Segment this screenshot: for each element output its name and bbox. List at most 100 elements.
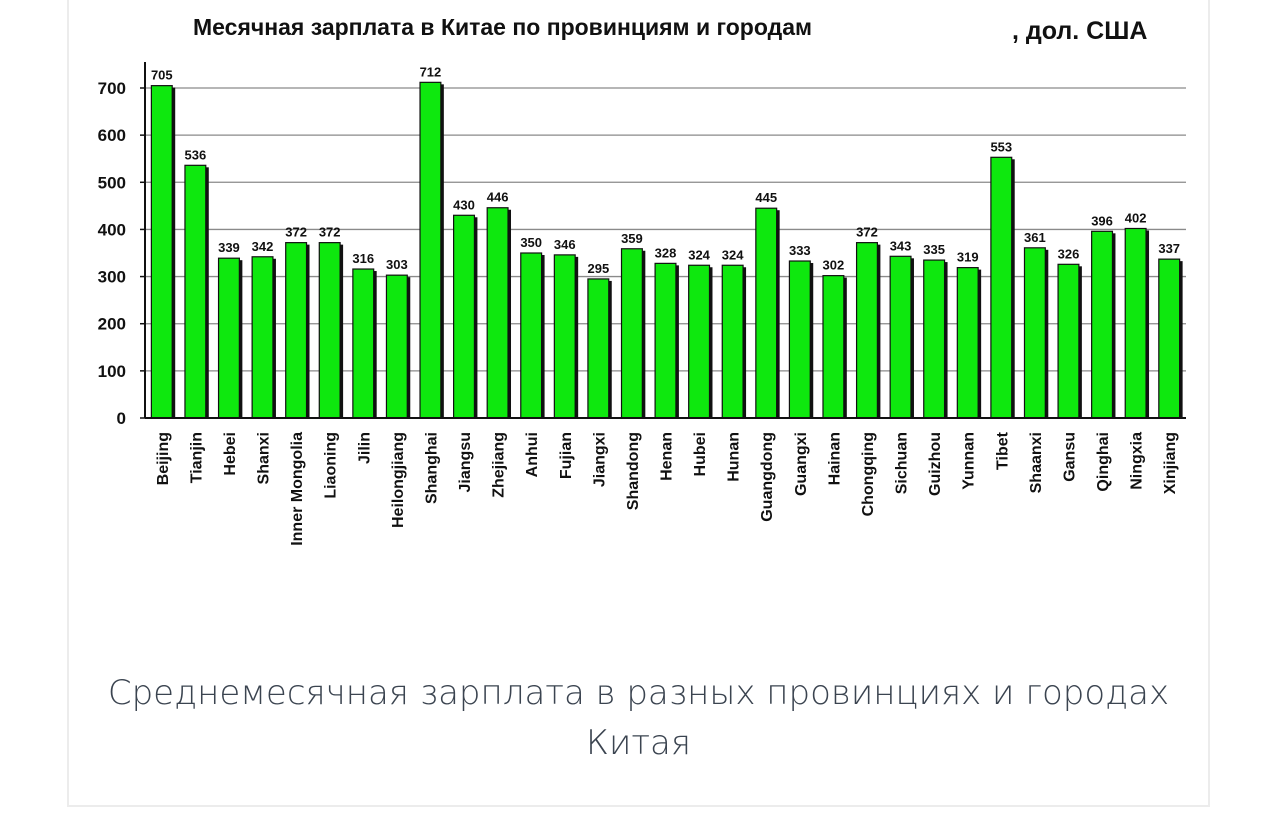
bar [453,214,476,419]
bar [855,242,878,419]
x-category-label: Gansu [1061,432,1078,482]
bar [620,248,643,419]
x-category-label: Ningxia [1129,432,1146,490]
bar [923,259,946,419]
x-category-label: Guizhou [927,432,944,496]
y-tick-label: 700 [98,79,126,98]
x-category-label: Xinjiang [1162,432,1179,494]
x-category-label: Henan [659,432,676,481]
y-tick-label: 300 [98,268,126,287]
bar [721,264,744,419]
data-label: 346 [554,237,576,252]
data-label: 342 [252,239,274,254]
bar [688,264,711,419]
bar [486,207,509,419]
x-category-label: Beijing [155,432,172,485]
data-label: 319 [957,250,979,265]
bar [318,242,341,419]
data-label: 712 [420,64,442,79]
bar [419,81,442,419]
data-label: 372 [319,225,341,240]
x-category-label: Shanghai [423,432,440,504]
bar [788,260,811,419]
data-labels: 705 536 339 342 372 372 316 303 712 430 446 350 346 2… [151,64,1180,276]
x-axis-labels: Beijing Tianjin Hebei Shanxi Inner Mongolia L… [155,431,1179,545]
y-tick-label: 400 [98,220,126,239]
data-label: 316 [352,251,374,266]
x-category-label: Jiangsu [457,432,474,492]
data-label: 303 [386,257,408,272]
x-category-label: Shanxi [256,432,273,484]
bar [553,254,576,419]
data-label: 326 [1058,246,1080,261]
x-category-label: Jilin [356,432,373,464]
data-label: 705 [151,68,173,83]
data-label: 339 [218,240,240,255]
y-tick-label: 200 [98,315,126,334]
bar [150,85,173,419]
figure-caption: Среднемесячная зарплата в разных провинц… [107,673,1170,763]
bar [1057,263,1080,419]
data-label: 295 [587,261,609,276]
data-label: 333 [789,243,811,258]
chart-title: Месячная зарплата в Китае по провинциям … [193,14,812,40]
x-category-label: Fujian [558,432,575,479]
data-label: 430 [453,197,475,212]
bar [184,164,207,419]
bar [1091,230,1114,419]
x-category-label: Yunnan [961,432,978,490]
bar [251,256,274,419]
bar [520,252,543,419]
data-label: 324 [688,247,710,262]
data-label: 536 [185,147,207,162]
x-category-label: Anhui [524,432,541,477]
bar [654,262,677,419]
bar [352,268,375,419]
x-category-label: Shaanxi [1028,432,1045,493]
bar [889,255,912,419]
y-tick-label: 500 [98,173,126,192]
y-tick-label: 0 [117,409,126,428]
x-category-label: Jiangxi [591,432,608,487]
bar [285,242,308,419]
bar [1158,258,1181,419]
x-category-label: Zhejiang [491,432,508,498]
bar [822,275,845,419]
data-label: 446 [487,190,509,205]
x-category-label: Guangxi [793,432,810,496]
chart-unit-label: , дол. США [1012,17,1147,45]
data-label: 337 [1158,241,1180,256]
y-axis-ticks: 0 100 200 300 400 500 600 700 [98,79,145,428]
y-tick-label: 600 [98,126,126,145]
bar [1023,247,1046,419]
axes [144,62,1186,419]
data-label: 350 [520,235,542,250]
bar [990,156,1013,419]
data-label: 372 [285,225,307,240]
data-label: 335 [923,242,945,257]
y-tick-label: 100 [98,362,126,381]
x-category-label: Hebei [222,432,239,476]
x-category-label: Tibet [994,431,1011,470]
bar [956,267,979,419]
x-category-label: Tianjin [188,432,205,483]
data-label: 361 [1024,230,1046,245]
data-label: 372 [856,225,878,240]
bar-chart: Месячная зарплата в Китае по провинциям … [98,14,1186,546]
x-category-label: Guangdong [759,432,776,522]
data-label: 324 [722,247,744,262]
data-label: 402 [1125,210,1147,225]
x-category-label: Hainan [826,432,843,485]
bar [217,257,240,419]
x-category-label: Chongqing [860,432,877,516]
x-category-label: Hubei [692,432,709,476]
data-label: 359 [621,231,643,246]
data-label: 343 [890,238,912,253]
bar [385,274,408,419]
x-category-label: Qinghai [1095,432,1112,492]
x-category-label: Sichuan [894,432,911,494]
x-category-label: Liaoning [323,432,340,499]
bar [755,207,778,419]
data-label: 445 [755,190,777,205]
data-label: 553 [990,139,1012,154]
